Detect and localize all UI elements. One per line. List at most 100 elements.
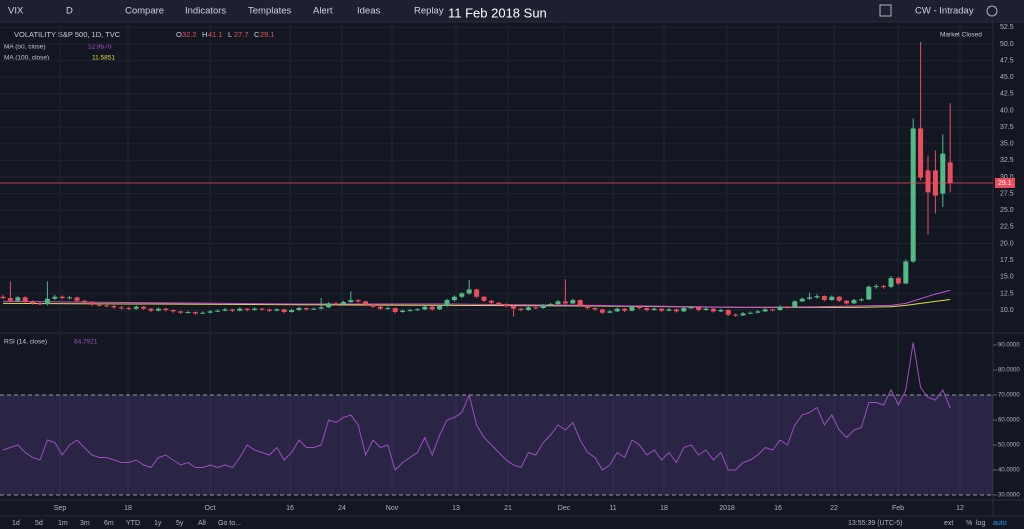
candle-body <box>525 307 531 311</box>
candle-body <box>414 309 420 311</box>
layout-button[interactable]: CW - Intraday <box>915 6 974 17</box>
candle-body <box>133 306 139 309</box>
rsi-tick-label: 70.0000 <box>998 393 1020 399</box>
candle-body <box>481 296 487 301</box>
candle-body <box>170 310 176 312</box>
rsi-tick-label: 40.0000 <box>998 468 1020 474</box>
alert-button[interactable]: Alert <box>313 6 333 17</box>
candle-body <box>858 299 864 301</box>
x-tick-label: 22 <box>830 505 838 512</box>
y-tick-label: 25.0 <box>1000 207 1014 214</box>
candle-body <box>511 306 517 309</box>
interval[interactable]: D <box>66 6 73 17</box>
indicators-button[interactable]: Indicators <box>185 6 226 17</box>
candle-body <box>89 302 95 305</box>
range-button[interactable]: 5y <box>176 520 184 527</box>
candle-body <box>22 297 28 302</box>
rsi-tick-label: 50.0000 <box>998 443 1020 449</box>
ohlc-value: 41.1 <box>208 30 223 39</box>
rsi-tick-label: 60.0000 <box>998 418 1020 424</box>
candle-body <box>400 310 406 313</box>
candle-body <box>303 308 309 310</box>
candle-body <box>126 308 132 310</box>
range-button[interactable]: 6m <box>104 520 114 527</box>
candle-body <box>474 289 480 297</box>
ohlc-key: O <box>176 30 182 39</box>
symbol[interactable]: VIX <box>8 6 24 17</box>
ideas-button[interactable]: Ideas <box>357 6 380 17</box>
candle-body <box>370 304 376 307</box>
y-tick-label: 30.0 <box>1000 174 1014 181</box>
candle-body <box>747 312 753 314</box>
candle-body <box>192 312 198 314</box>
candle-body <box>81 300 87 303</box>
candle-body <box>377 306 383 309</box>
candle-body <box>289 310 295 313</box>
templates-button[interactable]: Templates <box>248 6 292 17</box>
candle-body <box>407 310 413 312</box>
x-tick-label: 13 <box>452 505 460 512</box>
candle-body <box>326 303 332 308</box>
candle-body <box>651 308 657 311</box>
candle-body <box>585 305 591 309</box>
range-button[interactable]: All <box>198 520 206 527</box>
candle-body <box>96 304 102 306</box>
ma50-line <box>2 289 951 308</box>
candle-body <box>59 296 65 299</box>
x-tick-label: 12 <box>956 505 964 512</box>
candle-body <box>259 308 265 310</box>
candle-body <box>614 308 620 312</box>
rsi-name: RSI (14, close) <box>4 339 47 346</box>
scale-option[interactable]: auto <box>993 520 1007 527</box>
fullscreen-icon[interactable] <box>879 4 892 17</box>
candle-body <box>488 300 494 303</box>
candle-body <box>762 309 768 312</box>
scale-option[interactable]: log <box>976 520 985 527</box>
candle-body <box>681 308 687 312</box>
candle-body <box>459 293 465 297</box>
candle-body <box>141 306 147 309</box>
candle-body <box>296 308 302 311</box>
range-button[interactable]: YTD <box>126 520 140 527</box>
candle-body <box>696 307 702 311</box>
range-button[interactable]: 3m <box>80 520 90 527</box>
candle-body <box>644 308 650 311</box>
candle-body <box>910 128 916 262</box>
range-button[interactable]: 1y <box>154 520 162 527</box>
candle-body <box>355 300 361 302</box>
range-button[interactable]: 1d <box>12 520 20 527</box>
candle-body <box>274 309 280 311</box>
settings-icon[interactable] <box>986 5 998 17</box>
range-button[interactable]: 1m <box>58 520 68 527</box>
candle-body <box>807 297 813 299</box>
rsi-value: 64.7921 <box>74 339 98 346</box>
candle-body <box>799 298 805 302</box>
x-tick-label: 2018 <box>719 505 735 512</box>
candle-body <box>252 308 258 311</box>
candle-body <box>821 296 827 301</box>
candle-body <box>636 306 642 309</box>
candle-body <box>15 297 21 301</box>
candle-body <box>755 311 761 313</box>
y-tick-label: 20.0 <box>1000 240 1014 247</box>
candle-body <box>814 296 820 298</box>
rsi-tick-label: 30.0000 <box>998 493 1020 499</box>
candle-body <box>163 308 169 311</box>
last-price-box <box>995 177 1015 188</box>
compare-button[interactable]: Compare <box>125 6 164 17</box>
candle-body <box>733 314 739 316</box>
y-tick-label: 35.0 <box>1000 141 1014 148</box>
candle-body <box>318 307 324 309</box>
candle-body <box>673 309 679 312</box>
range-button[interactable]: Go to... <box>218 520 241 527</box>
candle-body <box>592 308 598 310</box>
scale-option[interactable]: ext <box>944 520 953 527</box>
candle-body <box>340 302 346 305</box>
scale-option[interactable]: % <box>966 520 972 527</box>
replay-button[interactable]: Replay <box>414 6 444 17</box>
candle-body <box>229 309 235 311</box>
ohlc-key: C <box>254 30 260 39</box>
candle-body <box>740 313 746 316</box>
range-button[interactable]: 5d <box>35 520 43 527</box>
y-tick-label: 52.5 <box>1000 24 1014 31</box>
